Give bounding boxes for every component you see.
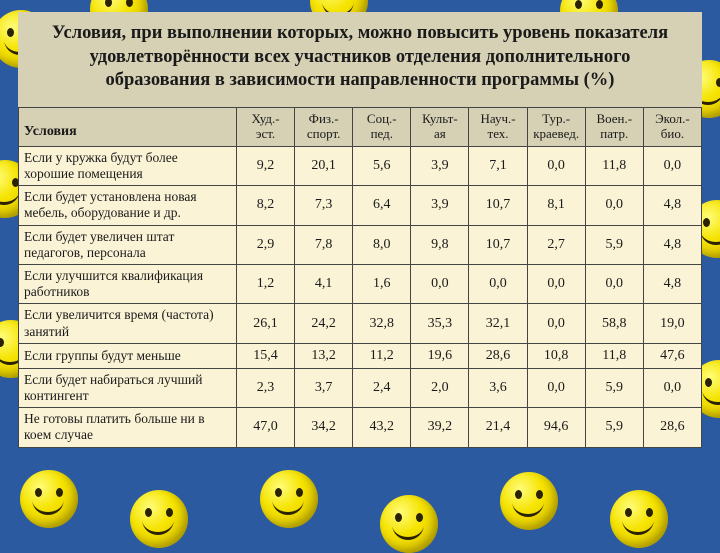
row-label: Если будет увеличен штат педагогов, перс… [19,225,237,264]
table-row: Если будет установлена новая мебель, обо… [19,186,702,225]
cell-value: 28,6 [469,343,527,368]
col-header: Тур.-краевед. [527,108,585,147]
row-label: Если группы будут меньше [19,343,237,368]
cell-value: 3,9 [411,186,469,225]
cell-value: 0,0 [527,146,585,185]
col-header-conditions: Условия [19,108,237,147]
cell-value: 0,0 [585,186,643,225]
cell-value: 11,8 [585,343,643,368]
cell-value: 10,7 [469,225,527,264]
cell-value: 0,0 [643,368,701,407]
col-header: Экол.-био. [643,108,701,147]
cell-value: 11,2 [353,343,411,368]
table-header-row: Условия Худ.-эст. Физ.-спорт. Соц.-пед. … [19,108,702,147]
cell-value: 21,4 [469,408,527,447]
row-label: Если увеличится время (частота) занятий [19,304,237,343]
cell-value: 15,4 [236,343,294,368]
table-row: Если будет набираться лучший контингент2… [19,368,702,407]
col-header: Физ.-спорт. [295,108,353,147]
cell-value: 19,0 [643,304,701,343]
table-row: Если улучшится квалификация работников1,… [19,265,702,304]
cell-value: 2,9 [236,225,294,264]
cell-value: 1,2 [236,265,294,304]
cell-value: 20,1 [295,146,353,185]
cell-value: 19,6 [411,343,469,368]
cell-value: 8,1 [527,186,585,225]
cell-value: 10,8 [527,343,585,368]
cell-value: 7,1 [469,146,527,185]
cell-value: 5,9 [585,225,643,264]
page-title: Условия, при выполнении которых, можно п… [18,12,702,107]
cell-value: 0,0 [527,368,585,407]
table-row: Если увеличится время (частота) занятий2… [19,304,702,343]
cell-value: 8,2 [236,186,294,225]
cell-value: 43,2 [353,408,411,447]
cell-value: 0,0 [469,265,527,304]
cell-value: 28,6 [643,408,701,447]
cell-value: 3,7 [295,368,353,407]
cell-value: 2,3 [236,368,294,407]
cell-value: 5,9 [585,368,643,407]
cell-value: 47,6 [643,343,701,368]
table-row: Если будет увеличен штат педагогов, перс… [19,225,702,264]
cell-value: 58,8 [585,304,643,343]
slide-content: Условия, при выполнении которых, можно п… [0,0,720,448]
table-row: Если у кружка будут более хорошие помеще… [19,146,702,185]
cell-value: 5,6 [353,146,411,185]
cell-value: 35,3 [411,304,469,343]
cell-value: 94,6 [527,408,585,447]
cell-value: 0,0 [527,265,585,304]
cell-value: 39,2 [411,408,469,447]
cell-value: 2,4 [353,368,411,407]
cell-value: 4,8 [643,265,701,304]
cell-value: 32,1 [469,304,527,343]
cell-value: 4,1 [295,265,353,304]
cell-value: 32,8 [353,304,411,343]
cell-value: 11,8 [585,146,643,185]
row-label: Если у кружка будут более хорошие помеще… [19,146,237,185]
cell-value: 47,0 [236,408,294,447]
table-row: Не готовы платить больше ни в коем случа… [19,408,702,447]
cell-value: 9,8 [411,225,469,264]
row-label: Если будет набираться лучший контингент [19,368,237,407]
cell-value: 1,6 [353,265,411,304]
row-label: Не готовы платить больше ни в коем случа… [19,408,237,447]
cell-value: 3,9 [411,146,469,185]
cell-value: 6,4 [353,186,411,225]
cell-value: 4,8 [643,186,701,225]
cell-value: 13,2 [295,343,353,368]
cell-value: 24,2 [295,304,353,343]
cell-value: 7,8 [295,225,353,264]
col-header: Воен.-патр. [585,108,643,147]
cell-value: 8,0 [353,225,411,264]
row-label: Если будет установлена новая мебель, обо… [19,186,237,225]
col-header: Соц.-пед. [353,108,411,147]
col-header: Худ.-эст. [236,108,294,147]
col-header: Культ-ая [411,108,469,147]
cell-value: 0,0 [527,304,585,343]
cell-value: 34,2 [295,408,353,447]
row-label: Если улучшится квалификация работников [19,265,237,304]
cell-value: 26,1 [236,304,294,343]
col-header: Науч.-тех. [469,108,527,147]
cell-value: 10,7 [469,186,527,225]
cell-value: 9,2 [236,146,294,185]
cell-value: 7,3 [295,186,353,225]
cell-value: 2,7 [527,225,585,264]
cell-value: 3,6 [469,368,527,407]
table-row: Если группы будут меньше15,413,211,219,6… [19,343,702,368]
cell-value: 0,0 [643,146,701,185]
data-table: Условия Худ.-эст. Физ.-спорт. Соц.-пед. … [18,107,702,448]
cell-value: 0,0 [585,265,643,304]
cell-value: 5,9 [585,408,643,447]
cell-value: 4,8 [643,225,701,264]
cell-value: 2,0 [411,368,469,407]
cell-value: 0,0 [411,265,469,304]
